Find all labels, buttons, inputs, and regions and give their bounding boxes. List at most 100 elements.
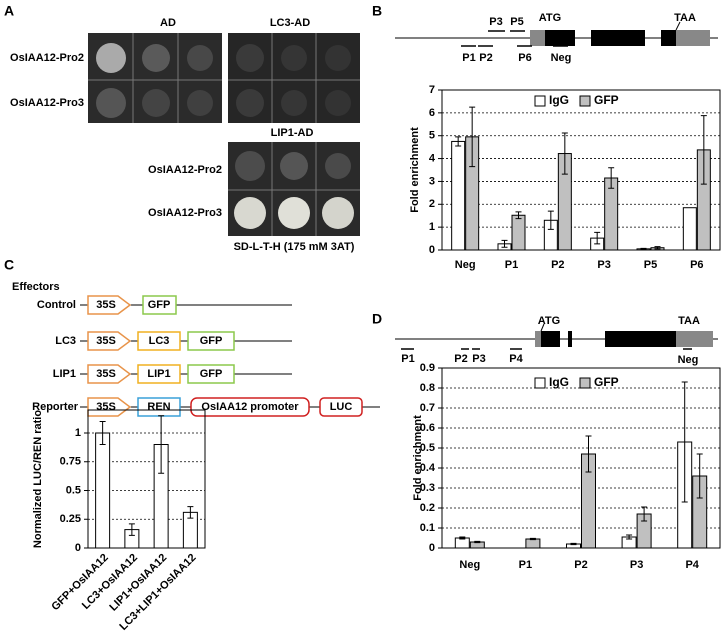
primer-label: P3: [489, 16, 502, 28]
row-label: OsIAA12-Pro3: [10, 97, 84, 109]
y-tick-label: 0.25: [60, 513, 81, 525]
legend-swatch: [534, 95, 546, 107]
box-label: REN: [147, 401, 170, 413]
x-tick-label: Neg: [455, 259, 476, 271]
gene-model: [395, 323, 718, 350]
group-label: Effectors: [12, 281, 60, 293]
promoter-label: 35S: [96, 299, 116, 311]
error-bar: [570, 542, 577, 546]
error-bar: [594, 231, 601, 245]
y-tick-label: 0: [429, 244, 435, 256]
promoter-label: 35S: [96, 401, 116, 413]
legend-label: GFP: [594, 93, 619, 107]
error-bar: [654, 246, 661, 250]
error-bar: [608, 167, 615, 189]
row-label: Control: [37, 299, 76, 311]
y-tick-label: 0.9: [420, 362, 435, 374]
legend-label: IgG: [549, 375, 569, 389]
promoter-label: 35S: [96, 335, 116, 347]
primer-label: Neg: [678, 354, 699, 366]
panel-label: A: [4, 3, 14, 19]
y-tick-label: 7: [429, 84, 435, 96]
error-bar: [515, 211, 522, 220]
y-axis-label: Fold enrichment: [409, 127, 421, 213]
x-tick-label: P1: [519, 559, 532, 571]
y-tick-label: 0.5: [66, 484, 81, 496]
panel-label: D: [372, 311, 382, 327]
y-axis-label: Normalized LUC/REN ratio: [32, 410, 44, 548]
x-tick-label: P2: [551, 259, 564, 271]
promoter-label: 35S: [96, 368, 116, 380]
error-bar: [99, 421, 106, 445]
row-label: OsIAA12-Pro2: [10, 52, 84, 64]
x-tick-label: P5: [644, 259, 657, 271]
error-bar: [187, 506, 194, 519]
medium-label: SD-L-T-H (175 mM 3AT): [234, 241, 355, 253]
error-bar: [585, 435, 592, 473]
error-bar: [561, 132, 568, 175]
panel-label: B: [372, 3, 382, 19]
constructs: [80, 295, 380, 417]
error-bar: [158, 415, 165, 474]
stop-codon: TAA: [678, 315, 700, 327]
x-tick-label: P4: [685, 559, 699, 571]
x-tick-label: P1: [505, 259, 518, 271]
error-bar: [501, 239, 508, 248]
error-bar: [474, 540, 481, 544]
error-bar: [529, 537, 536, 541]
bar: [511, 214, 526, 251]
legend-swatch: [579, 377, 591, 389]
bar: [95, 432, 111, 549]
y-tick-label: 0: [429, 542, 435, 554]
column-label: LIP1-AD: [271, 127, 314, 139]
column-label: AD: [160, 17, 176, 29]
legend-label: GFP: [594, 375, 619, 389]
legend-swatch: [579, 95, 591, 107]
primer-label: P6: [518, 52, 531, 64]
error-bar: [700, 115, 707, 185]
bar: [451, 140, 466, 251]
y-tick-label: 0.1: [420, 522, 435, 534]
row-label: LC3: [55, 335, 76, 347]
y-tick-label: 0.75: [60, 456, 81, 468]
box-label: GFP: [200, 368, 223, 380]
y-tick-label: 5: [429, 130, 435, 142]
primer-label: P3: [472, 353, 485, 365]
bar: [525, 538, 541, 549]
error-bar: [128, 523, 135, 536]
primer-label: Neg: [551, 52, 572, 64]
column-label: LC3-AD: [270, 17, 310, 29]
gene-model: [395, 21, 718, 47]
plot-frame: [441, 89, 721, 251]
box-label: GFP: [148, 299, 171, 311]
y-tick-label: 0.4: [420, 462, 436, 474]
row-label: OsIAA12-Pro2: [148, 164, 222, 176]
error-bar: [547, 210, 554, 230]
legend-label: IgG: [549, 93, 569, 107]
error-bar: [469, 106, 476, 168]
error-bar: [681, 381, 688, 503]
legend-swatch: [534, 377, 546, 389]
plot-frame: [87, 409, 206, 549]
row-label: OsIAA12-Pro3: [148, 207, 222, 219]
primer-label: P2: [454, 353, 467, 365]
box-label: LUC: [330, 401, 353, 413]
yeast-plates: [88, 33, 360, 236]
primer-label: P1: [401, 353, 414, 365]
stop-codon: TAA: [674, 12, 696, 24]
error-bar: [640, 247, 647, 250]
primer-label: P4: [509, 353, 523, 365]
y-tick-label: 0.5: [420, 442, 435, 454]
y-tick-label: 0.3: [420, 482, 435, 494]
start-codon: ATG: [538, 315, 560, 327]
y-tick-label: 4: [429, 152, 436, 164]
y-tick-label: 0.7: [420, 402, 435, 414]
x-tick-label: P3: [597, 259, 610, 271]
bar: [604, 177, 619, 251]
x-tick-label: P6: [690, 259, 703, 271]
x-tick-label: Neg: [459, 559, 480, 571]
bar: [682, 207, 697, 251]
y-tick-label: 0.2: [420, 502, 435, 514]
y-tick-label: 6: [429, 107, 435, 119]
